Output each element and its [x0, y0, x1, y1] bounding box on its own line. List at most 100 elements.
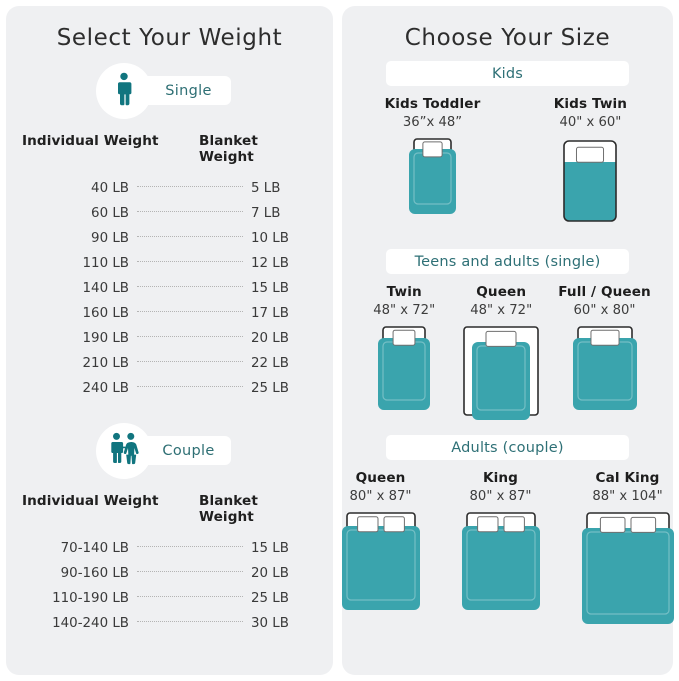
bed-option-full-queen[interactable]: Full / Queen 60" x 80" [558, 284, 651, 425]
couple-badge-label: Couple [162, 442, 215, 459]
single-individual-weight: 60 LB [91, 206, 129, 221]
table-row: 140-240 LB 30 LB [22, 611, 317, 636]
single-table-header: Individual Weight Blanket Weight [22, 133, 317, 165]
single-person-icon [112, 72, 136, 110]
couple-blanket-weight: 25 LB [251, 591, 289, 606]
bed-illustration-icon [364, 325, 444, 419]
couple-col-individual: Individual Weight [22, 493, 159, 509]
dotted-leader [137, 235, 243, 237]
bed-illustration-icon [395, 137, 470, 224]
bed-group: Twin 48" x 72" Queen 48" x 72" Full / Queen 6… [342, 284, 673, 425]
single-individual-weight: 110 LB [82, 256, 129, 271]
single-badge-circle [96, 63, 152, 119]
table-row: 240 LB 25 LB [22, 376, 317, 401]
single-individual-weight: 140 LB [82, 281, 129, 296]
bed-illustration-icon [328, 511, 434, 617]
bed-option-queen[interactable]: Queen 48" x 72" [458, 284, 544, 425]
page-title-weight: Select Your Weight [56, 25, 283, 51]
couple-table-header: Individual Weight Blanket Weight [22, 493, 317, 525]
category-pill-label: Teens and adults (single) [414, 253, 601, 270]
bed-dimensions: 48" x 72" [373, 303, 436, 318]
bed-name: Kids Toddler [384, 96, 481, 112]
bed-option-kids-twin[interactable]: Kids Twin 40" x 60" [550, 96, 630, 239]
bed-dimensions: 36”x 48” [402, 115, 463, 130]
bed-name: Queen [355, 470, 406, 486]
category-pill-kids[interactable]: Kids [386, 61, 629, 86]
bed-dimensions: 80" x 87" [469, 489, 532, 504]
table-row: 90 LB 10 LB [22, 226, 317, 251]
bed-illustration-icon [458, 325, 544, 425]
bed-dimensions: 88" x 104" [592, 489, 663, 504]
dotted-leader [137, 285, 243, 287]
table-row: 40 LB 5 LB [22, 176, 317, 201]
category-pill-teens-and-adults-single[interactable]: Teens and adults (single) [386, 249, 629, 274]
size-sections-container: Kids Kids Toddler 36”x 48” Kids Twin 40" x 6… [341, 61, 674, 629]
single-badge-row: Single [6, 63, 333, 119]
couple-individual-weight: 90-160 LB [60, 566, 129, 581]
couple-col-blanket: Blanket Weight [199, 493, 258, 525]
dotted-leader [137, 360, 243, 362]
couple-blanket-weight: 15 LB [251, 541, 289, 556]
single-weight-table: Individual Weight Blanket Weight 40 LB 5 … [6, 133, 333, 401]
dotted-leader [137, 335, 243, 337]
dotted-leader [137, 620, 243, 622]
couple-badge-circle [96, 423, 152, 479]
single-blanket-weight: 25 LB [251, 381, 289, 396]
bed-group: Queen 80" x 87" King 80" x 87" Cal King 88" x… [341, 470, 674, 629]
table-row: 70-140 LB 15 LB [22, 536, 317, 561]
couple-people-icon [106, 432, 142, 470]
couple-blanket-weight: 30 LB [251, 616, 289, 631]
couple-blanket-weight: 20 LB [251, 566, 289, 581]
category-pill-label: Kids [491, 65, 524, 82]
bed-option-queen[interactable]: Queen 80" x 87" [328, 470, 434, 629]
single-individual-weight: 240 LB [82, 381, 129, 396]
dotted-leader [137, 570, 243, 572]
bed-option-twin[interactable]: Twin 48" x 72" [364, 284, 444, 425]
single-rows-container: 40 LB 5 LB 60 LB 7 LB 90 LB 10 LB 110 LB 12 LB 1… [22, 176, 317, 401]
dotted-leader [137, 210, 243, 212]
bed-illustration-icon [559, 325, 651, 419]
table-row: 90-160 LB 20 LB [22, 561, 317, 586]
table-row: 110 LB 12 LB [22, 251, 317, 276]
dotted-leader [137, 310, 243, 312]
single-col-blanket: Blanket Weight [199, 133, 258, 165]
single-badge-label: Single [165, 82, 212, 99]
bed-illustration-icon [568, 511, 679, 629]
single-blanket-weight: 5 LB [251, 181, 281, 196]
bed-dimensions: 60" x 80" [573, 303, 636, 318]
bed-option-cal-king[interactable]: Cal King 88" x 104" [568, 470, 679, 629]
couple-individual-weight: 140-240 LB [52, 616, 129, 631]
single-individual-weight: 210 LB [82, 356, 129, 371]
bed-illustration-icon [550, 137, 630, 239]
bed-name: Queen [476, 284, 527, 300]
bed-option-kids-toddler[interactable]: Kids Toddler 36”x 48” [385, 96, 481, 239]
couple-individual-weight: 70-140 LB [60, 541, 129, 556]
couple-weight-table: Individual Weight Blanket Weight 70-140 … [6, 493, 333, 636]
dotted-leader [137, 545, 243, 547]
single-blanket-weight: 20 LB [251, 331, 289, 346]
single-blanket-weight: 12 LB [251, 256, 289, 271]
bed-name: King [482, 470, 518, 486]
table-row: 140 LB 15 LB [22, 276, 317, 301]
bed-dimensions: 48" x 72" [470, 303, 533, 318]
single-individual-weight: 190 LB [82, 331, 129, 346]
bed-option-king[interactable]: King 80" x 87" [448, 470, 554, 629]
single-col-individual: Individual Weight [22, 133, 159, 149]
table-row: 110-190 LB 25 LB [22, 586, 317, 611]
single-individual-weight: 90 LB [91, 231, 129, 246]
bed-name: Twin [386, 284, 422, 300]
page-title-size: Choose Your Size [404, 25, 611, 51]
dotted-leader [137, 385, 243, 387]
dotted-leader [137, 595, 243, 597]
table-row: 60 LB 7 LB [22, 201, 317, 226]
couple-individual-weight: 110-190 LB [52, 591, 129, 606]
category-pill-adults-couple[interactable]: Adults (couple) [386, 435, 629, 460]
single-blanket-weight: 17 LB [251, 306, 289, 321]
bed-illustration-icon [448, 511, 554, 617]
single-individual-weight: 40 LB [91, 181, 129, 196]
single-blanket-weight: 22 LB [251, 356, 289, 371]
select-weight-panel: Select Your Weight Single Individual Wei… [6, 6, 333, 675]
category-pill-label: Adults (couple) [451, 439, 564, 456]
single-blanket-weight: 7 LB [251, 206, 281, 221]
